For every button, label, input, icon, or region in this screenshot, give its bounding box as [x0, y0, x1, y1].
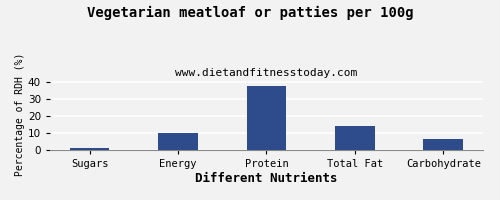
Bar — [246, 86, 286, 150]
X-axis label: Different Nutrients: Different Nutrients — [195, 172, 338, 185]
Bar — [424, 139, 463, 150]
Title: www.dietandfitnesstoday.com: www.dietandfitnesstoday.com — [176, 68, 358, 78]
Text: Vegetarian meatloaf or patties per 100g: Vegetarian meatloaf or patties per 100g — [86, 6, 413, 20]
Bar — [158, 133, 198, 150]
Bar — [70, 148, 110, 150]
Y-axis label: Percentage of RDH (%): Percentage of RDH (%) — [15, 53, 25, 176]
Bar — [335, 126, 375, 150]
